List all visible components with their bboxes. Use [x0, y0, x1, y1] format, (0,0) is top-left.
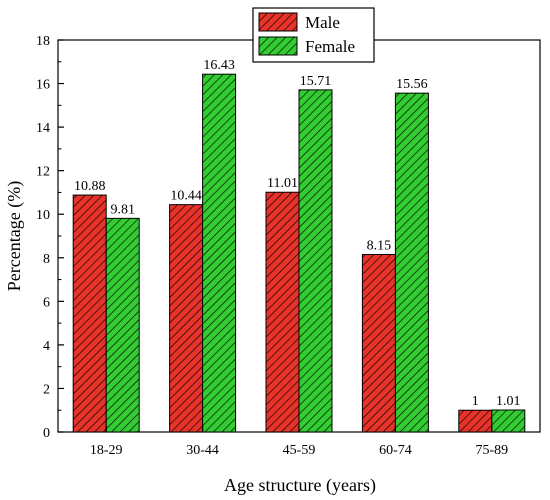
data-label-female: 15.56 [396, 77, 428, 92]
y-tick-label: 14 [36, 121, 50, 136]
data-label-male: 10.88 [74, 179, 106, 194]
legend-label-male: Male [305, 13, 340, 32]
data-label-female: 9.81 [110, 202, 135, 217]
bar-female-75-89 [491, 409, 526, 433]
x-tick-label: 60-74 [379, 443, 412, 458]
data-label-male: 1 [472, 394, 479, 409]
axes-group: 0 2 4 6 8 10 12 14 16 18 18-29 30-44 45-59 60-74 75-89 [36, 34, 508, 458]
bar-male-18-29 [72, 194, 107, 433]
y-tick-label: 6 [43, 295, 50, 310]
y-tick-label: 8 [43, 252, 50, 267]
data-label-male: 10.44 [170, 189, 202, 204]
legend-label-female: Female [305, 37, 355, 56]
bar-male-30-44 [169, 204, 204, 433]
legend-swatch-female [258, 36, 298, 56]
data-label-female: 15.71 [300, 74, 332, 89]
y-tick-label: 18 [36, 34, 50, 49]
data-labels-group: 10.88 10.44 11.01 8.15 1 9.81 16.43 15.71 15.56 1… [74, 58, 521, 409]
data-label-male: 11.01 [267, 176, 298, 191]
data-label-female: 1.01 [496, 394, 521, 409]
y-tick-label: 0 [43, 426, 50, 441]
y-tick-label: 10 [36, 208, 50, 223]
data-label-male: 8.15 [367, 239, 392, 254]
legend: Male Female [252, 7, 375, 63]
bar-male-45-59 [265, 191, 300, 433]
x-axis-title: Age structure (years) [224, 475, 376, 496]
y-tick-label: 16 [36, 78, 50, 93]
y-axis-title: Percentage (%) [4, 181, 25, 291]
bar-female-45-59 [298, 89, 333, 433]
data-label-female: 16.43 [203, 58, 235, 73]
y-tick-label: 4 [43, 339, 50, 354]
bar-male-75-89 [458, 409, 493, 433]
legend-swatch-male [258, 12, 298, 32]
x-tick-label: 45-59 [283, 443, 316, 458]
x-tick-label: 75-89 [475, 443, 508, 458]
bar-female-30-44 [202, 73, 237, 433]
x-tick-label: 18-29 [90, 443, 123, 458]
x-tick-label: 30-44 [186, 443, 219, 458]
y-tick-label: 2 [43, 382, 50, 397]
y-tick-label: 12 [36, 165, 50, 180]
bar-female-18-29 [105, 217, 140, 433]
bar-female-60-74 [394, 92, 429, 433]
bar-male-60-74 [361, 254, 396, 433]
bars-group [72, 73, 526, 433]
